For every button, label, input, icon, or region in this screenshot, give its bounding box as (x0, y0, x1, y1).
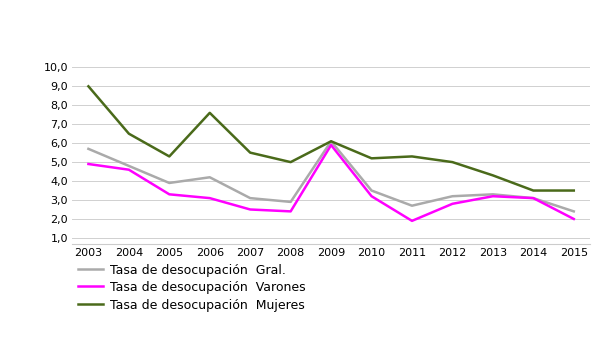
Tasa de desocupación  Gral. (247, 196, 254, 200)
Tasa de desocupación  Varones (530, 196, 537, 200)
Line: Tasa de desocupación  Varones: Tasa de desocupación Varones (88, 145, 574, 221)
Tasa de desocupación  Gral. (206, 175, 213, 179)
Tasa de desocupación  Varones (570, 217, 577, 221)
Tasa de desocupación  Mujeres (206, 111, 213, 115)
Tasa de desocupación  Varones (206, 196, 213, 200)
Tasa de desocupación  Mujeres (530, 189, 537, 193)
Tasa de desocupación  Varones (125, 168, 132, 172)
Tasa de desocupación  Mujeres (489, 173, 497, 177)
Line: Tasa de desocupación  Gral.: Tasa de desocupación Gral. (88, 141, 574, 211)
Tasa de desocupación  Gral. (530, 196, 537, 200)
Line: Tasa de desocupación  Mujeres: Tasa de desocupación Mujeres (88, 86, 574, 191)
Tasa de desocupación  Mujeres (570, 189, 577, 193)
Tasa de desocupación  Mujeres (368, 156, 375, 160)
Tasa de desocupación  Varones (287, 209, 294, 213)
Tasa de desocupación  Varones (166, 192, 173, 196)
Tasa de desocupación  Gral. (166, 181, 173, 185)
Tasa de desocupación  Varones (368, 194, 375, 198)
Tasa de desocupación  Varones (408, 219, 415, 223)
Tasa de desocupación  Mujeres (449, 160, 456, 164)
Tasa de desocupación  Gral. (327, 139, 335, 143)
Tasa de desocupación  Mujeres (125, 132, 132, 136)
Tasa de desocupación  Varones (85, 162, 92, 166)
Tasa de desocupación  Gral. (368, 189, 375, 193)
Tasa de desocupación  Gral. (408, 204, 415, 208)
Tasa de desocupación  Gral. (570, 209, 577, 213)
Tasa de desocupación  Gral. (125, 164, 132, 168)
Legend: Tasa de desocupación  Gral., Tasa de desocupación  Varones, Tasa de desocupación: Tasa de desocupación Gral., Tasa de deso… (78, 264, 305, 311)
Tasa de desocupación  Mujeres (408, 155, 415, 159)
Tasa de desocupación  Gral. (489, 192, 497, 196)
Tasa de desocupación  Varones (327, 143, 335, 147)
Tasa de desocupación  Gral. (287, 200, 294, 204)
Tasa de desocupación  Gral. (85, 147, 92, 151)
Tasa de desocupación  Gral. (449, 194, 456, 198)
Tasa de desocupación  Mujeres (166, 155, 173, 159)
Tasa de desocupación  Varones (489, 194, 497, 198)
Tasa de desocupación  Mujeres (85, 84, 92, 88)
Tasa de desocupación  Mujeres (327, 139, 335, 143)
Tasa de desocupación  Mujeres (287, 160, 294, 164)
Tasa de desocupación  Varones (449, 202, 456, 206)
Tasa de desocupación  Varones (247, 207, 254, 212)
Tasa de desocupación  Mujeres (247, 151, 254, 155)
